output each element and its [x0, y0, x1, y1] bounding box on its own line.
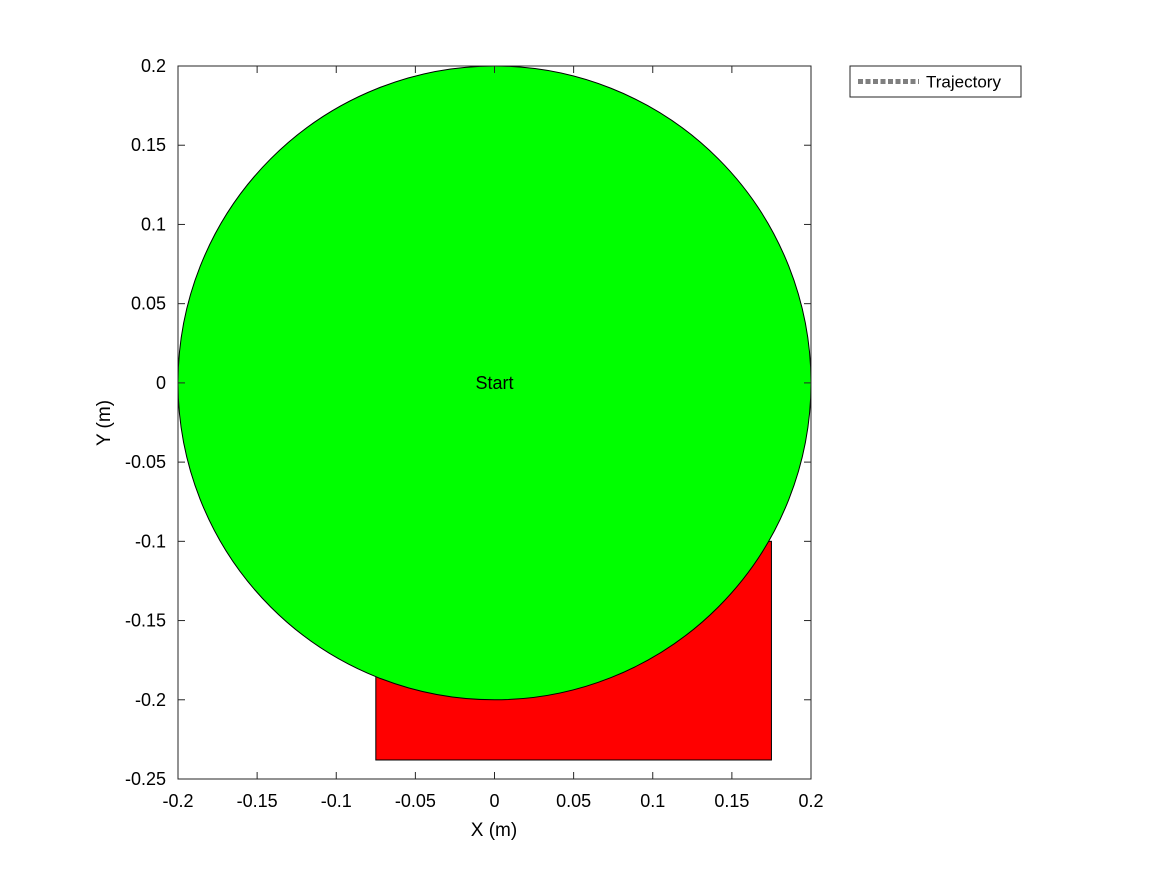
legend-label: Trajectory [926, 73, 1001, 92]
x-tick-label: 0.1 [640, 791, 665, 811]
x-tick-label: 0.2 [798, 791, 823, 811]
legend-box [849, 65, 1022, 98]
x-tick-labels: -0.2 -0.15 -0.1 -0.05 0 0.05 0.1 0.15 0.2 [162, 791, 823, 811]
y-tick-label: -0.1 [135, 531, 166, 551]
x-tick-label: 0.15 [714, 791, 749, 811]
x-tick-label: -0.05 [395, 791, 436, 811]
y-tick-label: -0.05 [125, 452, 166, 472]
y-tick-label: 0 [156, 373, 166, 393]
y-tick-labels: 0.2 0.15 0.1 0.05 0 -0.05 -0.1 -0.15 -0.2 -0.25 [125, 56, 166, 789]
y-tick-label: 0.1 [141, 214, 166, 234]
y-tick-label: -0.2 [135, 690, 166, 710]
annotations-layer: Start [475, 373, 513, 393]
x-tick-label: 0 [489, 791, 499, 811]
start-annotation: Start [475, 373, 513, 393]
shapes-layer [177, 65, 812, 761]
y-tick-label: 0.05 [131, 294, 166, 314]
y-tick-label: -0.15 [125, 611, 166, 631]
x-tick-label: -0.1 [321, 791, 352, 811]
legend: Trajectory [849, 65, 1022, 98]
y-tick-label: -0.25 [125, 769, 166, 789]
x-tick-label: -0.15 [237, 791, 278, 811]
x-axis-label: X (m) [471, 820, 517, 841]
ticks-layer [177, 65, 812, 780]
x-tick-label: -0.2 [162, 791, 193, 811]
y-axis-label: Y (m) [94, 400, 115, 446]
x-tick-label: 0.05 [556, 791, 591, 811]
y-tick-label: 0.2 [141, 56, 166, 76]
y-tick-label: 0.15 [131, 135, 166, 155]
